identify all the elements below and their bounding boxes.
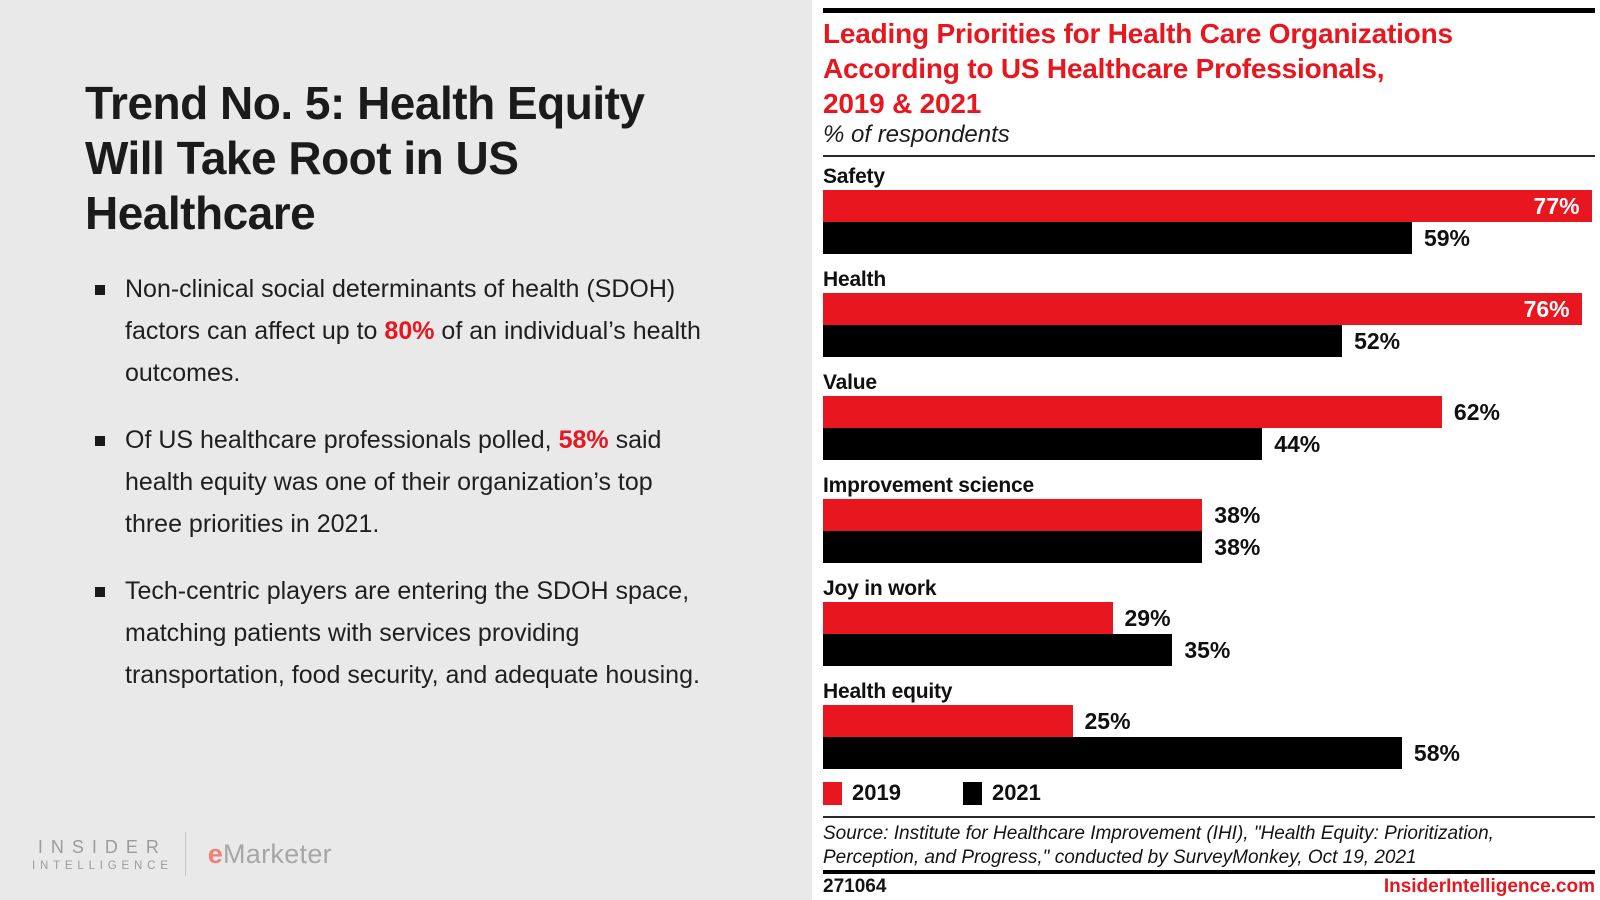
- bar-row: 59%: [823, 222, 1595, 254]
- insider-logo-text: INSIDER: [37, 836, 167, 857]
- bullet-text: Of US healthcare professionals polled, 5…: [125, 426, 662, 538]
- bullet-list: Non-clinical social determinants of heal…: [95, 268, 710, 721]
- bar-2021: [823, 737, 1402, 769]
- bar-2019: [823, 396, 1442, 428]
- slide-title: Trend No. 5: Health Equity Will Take Roo…: [85, 76, 775, 242]
- chart-group: Value 62% 44%: [823, 371, 1595, 460]
- chart-title-line: According to US Healthcare Professionals…: [823, 53, 1385, 84]
- bar-row: 35%: [823, 634, 1595, 666]
- chart-group: Health equity 25% 58%: [823, 680, 1595, 769]
- bar-row: 62%: [823, 396, 1595, 428]
- highlight-stat: 58%: [558, 426, 609, 454]
- bar-row: 52%: [823, 325, 1595, 357]
- bullet-text: Non-clinical social determinants of heal…: [125, 275, 701, 387]
- bottom-rule: [823, 870, 1595, 874]
- logo-divider: [184, 832, 186, 876]
- bar-2021: [823, 325, 1343, 357]
- chart-subtitle: % of respondents: [823, 121, 1010, 148]
- bar-value-label: 62%: [1453, 398, 1500, 425]
- slide-title-line: Healthcare: [85, 187, 316, 240]
- bar-2019: [823, 602, 1113, 634]
- bar-value-label: 58%: [1413, 739, 1460, 766]
- bar-row: 77%: [823, 190, 1595, 222]
- legend-item: 2019: [823, 780, 901, 806]
- legend-item: 2021: [962, 780, 1041, 806]
- bullet-item: Tech-centric players are entering the SD…: [95, 570, 710, 696]
- chart-panel: Leading Priorities for Health Care Organ…: [812, 0, 1600, 900]
- insider-intelligence-logo: INSIDER INTELLIGENCE: [32, 837, 173, 872]
- chart-group: Safety 77% 59%: [823, 165, 1595, 254]
- chart-legend: 2019 2021: [823, 780, 1103, 806]
- bullet-text: Tech-centric players are entering the SD…: [125, 577, 700, 689]
- chart-title: Leading Priorities for Health Care Organ…: [823, 16, 1583, 121]
- bar-row: 44%: [823, 428, 1595, 460]
- bar-2021: [823, 222, 1412, 254]
- bar-2021: [823, 428, 1263, 460]
- brand-logos: INSIDER INTELLIGENCE eMarketer: [32, 832, 332, 876]
- bar-value-label: 38%: [1214, 501, 1261, 528]
- bar-row: 38%: [823, 499, 1595, 531]
- category-label: Value: [823, 371, 877, 394]
- header-divider-rule: [823, 155, 1595, 157]
- bar-2019: [823, 705, 1073, 737]
- bar-row: 29%: [823, 602, 1595, 634]
- bar-value-label: 35%: [1184, 636, 1231, 663]
- bullet-square-icon: [95, 587, 105, 597]
- emarketer-logo: eMarketer: [207, 838, 332, 869]
- chart-footer: 271064 InsiderIntelligence.com: [823, 876, 1595, 898]
- category-label: Improvement science: [823, 474, 1034, 497]
- source-divider-rule: [823, 816, 1595, 818]
- bar-2019: [823, 499, 1203, 531]
- insider-intelligence-link[interactable]: InsiderIntelligence.com: [1383, 876, 1595, 897]
- category-label: Health: [823, 268, 886, 291]
- bar-value-label: 76%: [1523, 295, 1570, 322]
- chart-group: Health 76% 52%: [823, 268, 1595, 357]
- left-text-panel: Trend No. 5: Health Equity Will Take Roo…: [0, 0, 812, 900]
- bar-value-label: 52%: [1354, 327, 1401, 354]
- bar-row: 38%: [823, 531, 1595, 563]
- slide-title-line: Trend No. 5: Health Equity: [85, 77, 645, 129]
- bullet-item: Of US healthcare professionals polled, 5…: [95, 419, 710, 545]
- bar-value-label: 25%: [1084, 707, 1131, 734]
- legend-label: 2021: [991, 780, 1041, 805]
- bar-value-label: 59%: [1423, 224, 1470, 251]
- chart-group: Joy in work 29% 35%: [823, 577, 1595, 666]
- bar-2019: 76%: [823, 293, 1582, 325]
- legend-swatch-2019: [823, 781, 842, 805]
- legend-label: 2019: [852, 780, 901, 805]
- category-label: Safety: [823, 165, 885, 188]
- bar-2021: [823, 634, 1173, 666]
- source-note: Source: Institute for Healthcare Improve…: [823, 823, 1494, 868]
- highlight-stat: 80%: [384, 317, 435, 345]
- bar-value-label: 77%: [1533, 192, 1580, 219]
- bar-row: 25%: [823, 705, 1595, 737]
- category-label: Joy in work: [823, 577, 937, 600]
- slide-title-line: Will Take Root in US: [85, 132, 519, 185]
- legend-swatch-2021: [962, 781, 982, 805]
- intelligence-logo-text: INTELLIGENCE: [32, 859, 173, 872]
- bar-value-label: 38%: [1214, 533, 1261, 560]
- chart-groups: Safety 77% 59% Health 76% 52% Value 62% 44% Impro…: [823, 165, 1595, 783]
- chart-title-line: 2019 & 2021: [823, 88, 982, 119]
- chart-id: 271064: [823, 876, 887, 897]
- bullet-square-icon: [95, 436, 105, 446]
- bar-row: 76%: [823, 293, 1595, 325]
- bar-value-label: 29%: [1124, 604, 1171, 631]
- top-rule: [823, 8, 1595, 13]
- bullet-item: Non-clinical social determinants of heal…: [95, 268, 710, 394]
- category-label: Health equity: [823, 680, 953, 703]
- bar-2021: [823, 531, 1203, 563]
- bullet-square-icon: [95, 285, 105, 295]
- chart-title-line: Leading Priorities for Health Care Organ…: [823, 18, 1453, 49]
- bar-2019: 77%: [823, 190, 1592, 222]
- bar-row: 58%: [823, 737, 1595, 769]
- chart-group: Improvement science 38% 38%: [823, 474, 1595, 563]
- bar-value-label: 44%: [1274, 430, 1321, 457]
